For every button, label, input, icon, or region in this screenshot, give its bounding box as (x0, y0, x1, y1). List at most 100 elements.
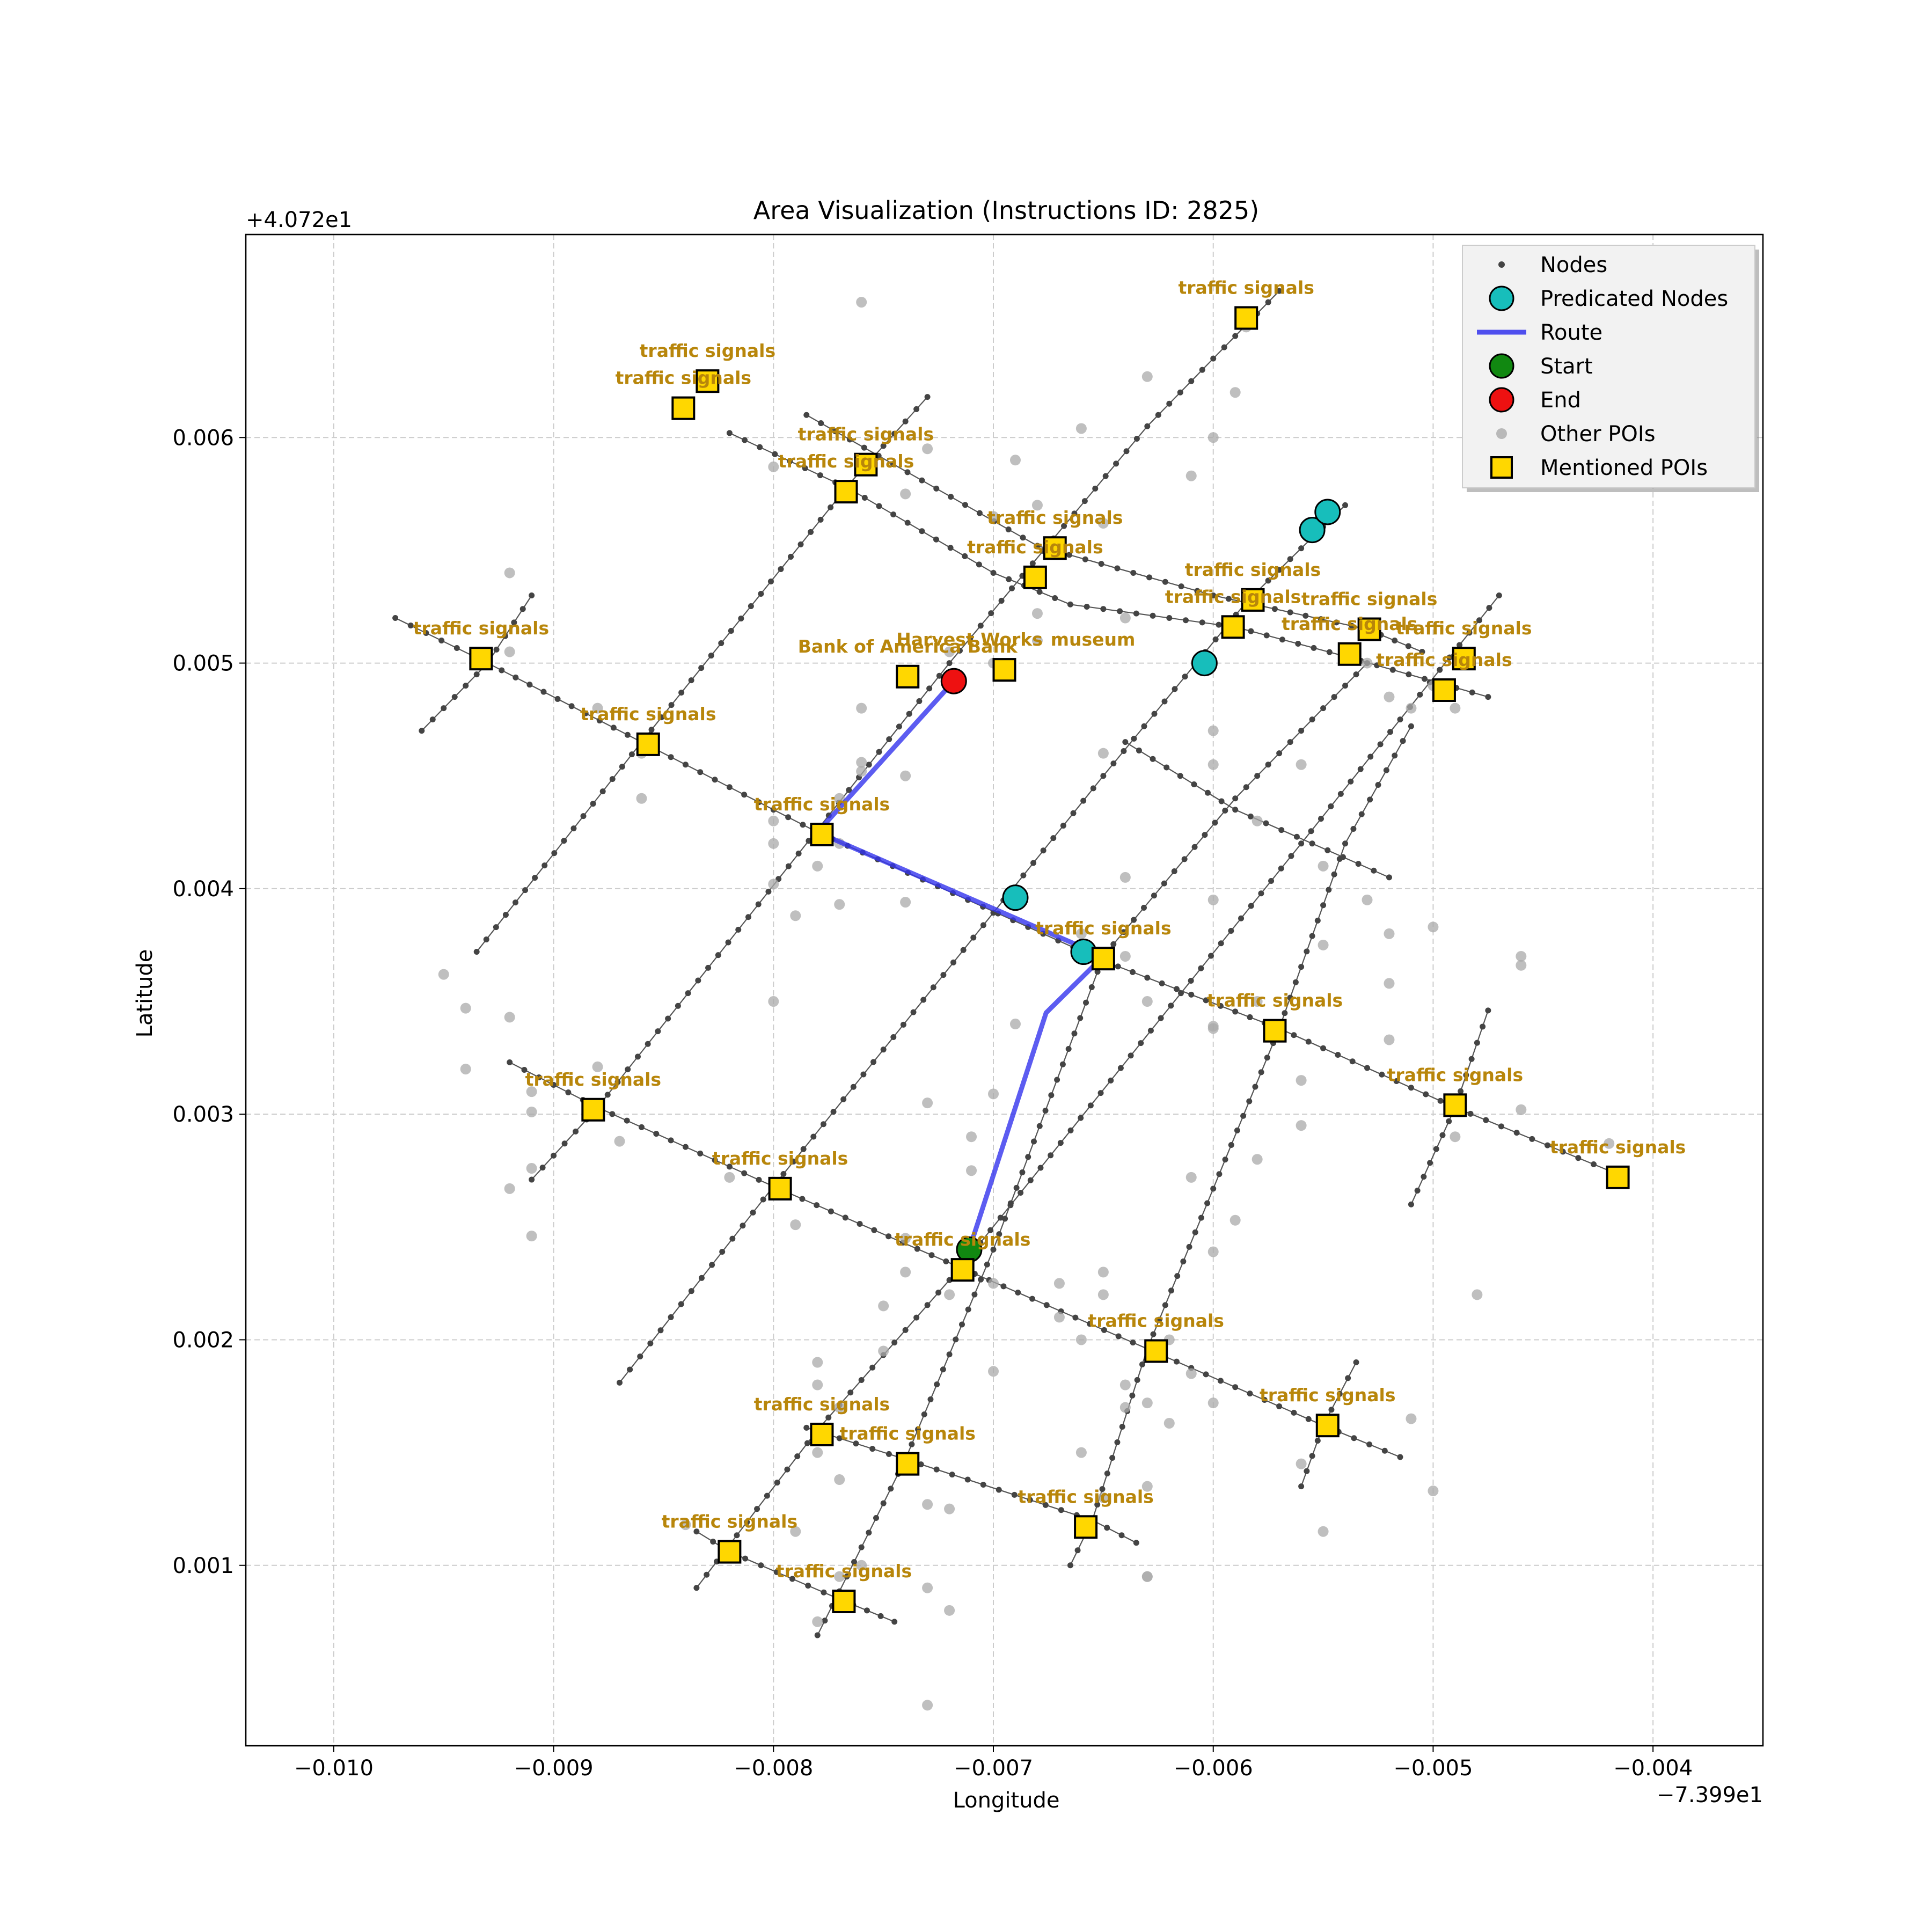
street-node (561, 838, 567, 844)
street-node (799, 1196, 806, 1202)
mentioned-poi-marker (896, 664, 920, 689)
street-node (419, 728, 425, 734)
street-node (519, 606, 526, 612)
street-node (688, 677, 694, 684)
other-poi (1185, 470, 1197, 481)
street-node (668, 1137, 674, 1144)
street-node (1007, 1200, 1014, 1206)
street-node (473, 949, 480, 955)
other-poi (944, 646, 955, 657)
other-poi (526, 1163, 537, 1174)
street-node (1293, 833, 1300, 840)
street-node (1136, 747, 1142, 753)
street-node (1141, 904, 1147, 911)
street-node (1271, 606, 1278, 612)
street-node (936, 672, 942, 679)
street-node (1060, 822, 1066, 829)
other-poi (438, 969, 449, 980)
street-node (570, 825, 577, 832)
other-poi (1296, 1075, 1307, 1086)
other-poi (1516, 1104, 1527, 1115)
other-poi (768, 879, 779, 890)
street-node (1080, 797, 1087, 804)
street-node (1129, 1392, 1136, 1399)
street-node (1108, 1077, 1114, 1084)
street-node (802, 465, 808, 472)
street-node (658, 714, 665, 721)
street-node (1405, 643, 1411, 649)
street-node (617, 1379, 623, 1386)
street-node (1002, 1216, 1008, 1222)
street-node (1087, 1102, 1094, 1109)
other-pois-layer (438, 297, 1615, 1711)
mentioned-poi-label: traffic signals (776, 1561, 912, 1582)
street-node (1353, 1359, 1359, 1365)
street-node (948, 494, 954, 500)
street-node (1222, 1157, 1228, 1163)
mentioned-poi-label: traffic signals (1550, 1137, 1686, 1158)
street-node (1263, 632, 1270, 639)
street-node (1367, 796, 1373, 803)
street-node (1298, 1483, 1305, 1490)
other-poi (944, 1503, 955, 1514)
other-poi (834, 1571, 845, 1582)
street-node (1202, 832, 1208, 838)
street-node (1483, 1117, 1489, 1123)
mentioned-poi-label: traffic signals (1018, 1486, 1153, 1507)
street-node (1468, 1056, 1475, 1062)
street-node (885, 1233, 892, 1240)
street-node (1177, 389, 1183, 396)
x-tick-label: −0.008 (734, 1756, 813, 1781)
other-poi (856, 702, 867, 714)
mentioned-poi-label: traffic signals (1185, 559, 1321, 580)
other-poi (922, 1097, 933, 1109)
street-node (748, 603, 754, 609)
street-node (1084, 603, 1090, 610)
street-node (996, 1487, 1002, 1493)
street-node (678, 1301, 684, 1307)
legend-end-label: End (1540, 388, 1581, 413)
street-node (980, 1482, 986, 1488)
street-node (665, 1015, 671, 1022)
street-node (1469, 689, 1475, 696)
street-node (473, 671, 480, 678)
street-node (1208, 953, 1214, 959)
street-node (1138, 1040, 1144, 1046)
street-node (780, 1170, 787, 1177)
street-node (1029, 1296, 1036, 1302)
mentioned-poi-marker (696, 369, 720, 393)
other-poi (1406, 1413, 1417, 1424)
street-node (1287, 609, 1293, 616)
other-poi (1516, 960, 1527, 971)
street-node (1355, 861, 1362, 867)
street-node (1078, 1115, 1084, 1121)
street-node (1591, 1161, 1597, 1167)
street-node (1212, 636, 1219, 642)
street-node (1090, 785, 1096, 792)
other-poi (592, 702, 603, 714)
street-node (1130, 1340, 1136, 1346)
street-node (1027, 1497, 1033, 1503)
mentioned-poi-label: traffic signals (778, 451, 914, 472)
street-node (1166, 400, 1173, 407)
street-node (860, 1071, 867, 1078)
street-node (726, 784, 733, 791)
predicated-node (1314, 499, 1341, 525)
street-node (1342, 840, 1349, 847)
street-node (988, 610, 994, 617)
street-node (1437, 667, 1443, 673)
street-node (554, 696, 561, 702)
street-node (1133, 435, 1140, 442)
other-poi (922, 443, 933, 455)
other-poi (1075, 1447, 1087, 1458)
street-node (1048, 1152, 1054, 1159)
street-node (1397, 1454, 1403, 1460)
street-node (863, 1607, 870, 1614)
street-node (1218, 940, 1224, 947)
mentioned-poi-marker (1091, 947, 1115, 971)
other-poi (1009, 455, 1021, 466)
other-poi (1428, 1485, 1439, 1497)
other-poi (1208, 894, 1219, 905)
street-node (1204, 1200, 1211, 1206)
street-node (1513, 1130, 1520, 1136)
